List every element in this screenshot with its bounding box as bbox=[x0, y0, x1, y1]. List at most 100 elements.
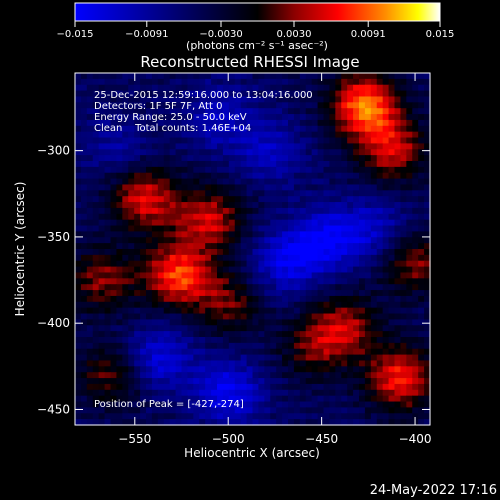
heatmap-cell bbox=[353, 342, 360, 350]
heatmap-cell bbox=[75, 342, 82, 350]
heatmap-cell bbox=[341, 84, 348, 92]
heatmap-cell bbox=[270, 260, 277, 268]
heatmap-cell bbox=[329, 96, 336, 103]
heatmap-cell bbox=[80, 278, 88, 285]
heatmap-cell bbox=[228, 401, 236, 408]
heatmap-cell bbox=[305, 383, 313, 391]
heatmap-cell bbox=[80, 131, 88, 139]
heatmap-cell bbox=[110, 172, 118, 180]
heatmap-cell bbox=[364, 360, 372, 367]
heatmap-cell bbox=[234, 184, 242, 191]
heatmap-cell bbox=[288, 225, 295, 232]
heatmap-cell bbox=[418, 143, 425, 150]
heatmap-cell bbox=[293, 389, 301, 397]
heatmap-cell bbox=[406, 366, 413, 373]
heatmap-cell bbox=[110, 243, 118, 250]
heatmap-cell bbox=[258, 266, 265, 274]
heatmap-cell bbox=[347, 290, 354, 297]
heatmap-cell bbox=[175, 383, 183, 391]
heatmap-cell bbox=[288, 178, 295, 186]
heatmap-cell bbox=[163, 389, 171, 397]
heatmap-cell bbox=[86, 90, 94, 98]
heatmap-cell bbox=[140, 96, 147, 103]
heatmap-cell bbox=[258, 348, 265, 356]
heatmap-cell bbox=[104, 307, 112, 315]
heatmap-cell bbox=[211, 131, 218, 139]
heatmap-cell bbox=[317, 266, 325, 274]
heatmap-cell bbox=[228, 378, 236, 385]
heatmap-cell bbox=[205, 354, 212, 362]
heatmap-cell bbox=[388, 231, 396, 238]
heatmap-cell bbox=[163, 131, 171, 139]
heatmap-cell bbox=[234, 166, 242, 174]
heatmap-cell bbox=[388, 184, 396, 191]
heatmap-cell bbox=[418, 178, 425, 186]
heatmap-cell bbox=[116, 407, 123, 414]
heatmap-cell bbox=[276, 125, 283, 133]
heatmap-cell bbox=[234, 366, 242, 373]
heatmap-cell bbox=[341, 184, 348, 191]
heatmap-cell bbox=[276, 378, 283, 385]
heatmap-cell bbox=[122, 325, 129, 332]
heatmap-cell bbox=[299, 395, 307, 403]
heatmap-cell bbox=[329, 178, 336, 186]
heatmap-cell bbox=[175, 331, 183, 338]
heatmap-cell bbox=[163, 166, 171, 174]
heatmap-cell bbox=[157, 342, 165, 350]
heatmap-cell bbox=[400, 90, 407, 98]
heatmap-cell bbox=[75, 419, 82, 426]
heatmap-cell bbox=[199, 102, 206, 109]
heatmap-cell bbox=[222, 166, 230, 174]
heatmap-cell bbox=[175, 149, 183, 156]
heatmap-cell bbox=[246, 143, 254, 150]
heatmap-cell bbox=[217, 331, 224, 338]
heatmap-cell bbox=[146, 90, 153, 98]
heatmap-cell bbox=[311, 137, 319, 144]
heatmap-cell bbox=[412, 96, 419, 103]
heatmap-cell bbox=[211, 243, 218, 250]
heatmap-cell bbox=[86, 383, 94, 391]
heatmap-cell bbox=[222, 73, 230, 80]
heatmap-cell bbox=[140, 254, 147, 262]
heatmap-cell bbox=[329, 383, 336, 391]
heatmap-cell bbox=[193, 73, 200, 80]
heatmap-cell bbox=[270, 96, 277, 103]
heatmap-cell bbox=[234, 266, 242, 274]
heatmap-cell bbox=[222, 149, 230, 156]
heatmap-cell bbox=[211, 354, 218, 362]
heatmap-cell bbox=[157, 337, 165, 344]
heatmap-cell bbox=[335, 125, 342, 133]
heatmap-cell bbox=[370, 114, 378, 121]
heatmap-cell bbox=[282, 260, 289, 268]
heatmap-cell bbox=[104, 331, 112, 338]
heatmap-cell bbox=[134, 278, 141, 285]
heatmap-cell bbox=[98, 96, 106, 103]
heatmap-cell bbox=[240, 143, 248, 150]
heatmap-cell bbox=[151, 237, 159, 244]
heatmap-cell bbox=[92, 395, 100, 403]
heatmap-cell bbox=[86, 184, 94, 191]
heatmap-cell bbox=[169, 225, 177, 232]
heatmap-cell bbox=[128, 108, 135, 115]
heatmap-cell bbox=[341, 231, 348, 238]
heatmap-cell bbox=[163, 378, 171, 385]
heatmap-cell bbox=[80, 331, 88, 338]
heatmap-cell bbox=[211, 237, 218, 244]
heatmap-cell bbox=[146, 284, 153, 291]
heatmap-cell bbox=[122, 260, 129, 268]
heatmap-cell bbox=[98, 325, 106, 332]
heatmap-cell bbox=[252, 137, 260, 144]
heatmap-cell bbox=[382, 102, 390, 109]
heatmap-cell bbox=[293, 119, 301, 127]
heatmap-cell bbox=[276, 131, 283, 139]
heatmap-cell bbox=[317, 184, 325, 191]
heatmap-cell bbox=[146, 260, 153, 268]
heatmap-cell bbox=[305, 331, 313, 338]
heatmap-cell bbox=[364, 284, 372, 291]
heatmap-cell bbox=[116, 219, 123, 227]
heatmap-cell bbox=[252, 313, 260, 320]
heatmap-cell bbox=[282, 225, 289, 232]
heatmap-cell bbox=[376, 190, 384, 197]
heatmap-cell bbox=[211, 319, 218, 326]
heatmap-cell bbox=[359, 78, 366, 86]
